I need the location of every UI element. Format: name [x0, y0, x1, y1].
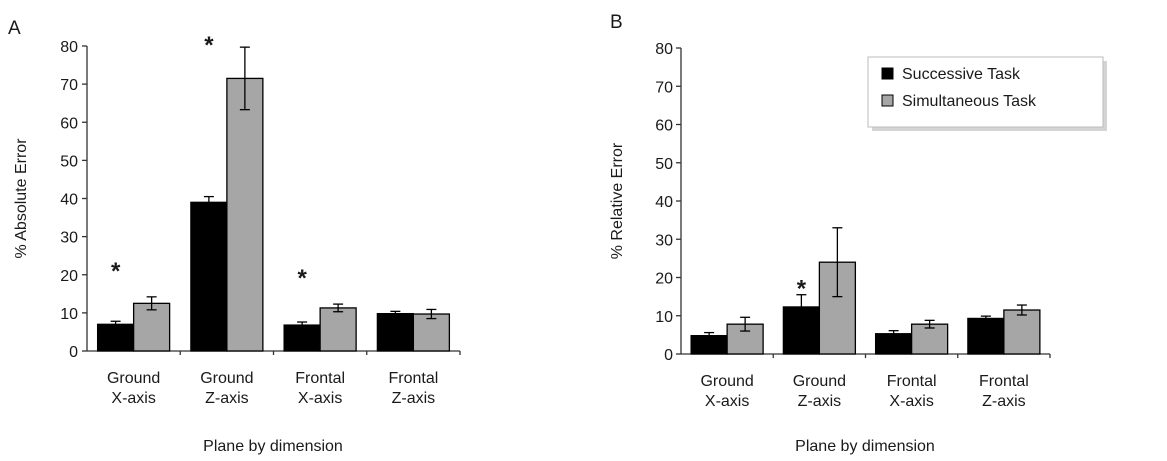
x-tick-label: Z-axis	[798, 393, 842, 410]
bar	[226, 77, 264, 352]
x-tick-label: Frontal	[295, 370, 345, 387]
significance-star: *	[297, 265, 307, 292]
y-tick-label: 20	[60, 268, 78, 285]
y-tick-label: 0	[664, 347, 673, 364]
panel-label: A	[8, 18, 21, 39]
y-tick-label: 60	[60, 115, 78, 132]
y-tick-label: 80	[60, 39, 78, 56]
x-tick-label: Frontal	[388, 370, 438, 387]
chart-panel-b: B 0 10 20 30 40 50 60 70 80 % Relative Error Ground…	[609, 12, 1107, 455]
bar	[319, 307, 357, 352]
x-tick-label: Frontal	[887, 373, 937, 390]
x-tick-label: Frontal	[979, 373, 1029, 390]
x-tick-label: Ground	[700, 373, 753, 390]
y-axis-title: % Absolute Error	[13, 138, 30, 259]
y-tick-label: 10	[60, 306, 78, 323]
legend-label: Simultaneous Task	[902, 93, 1037, 110]
x-tick-label: Z-axis	[392, 390, 436, 407]
chart-panel-a: A 0 10 20 30 40 50 60 70 80 % Absolute Error Ground…	[8, 18, 461, 455]
y-tick-label: 10	[655, 309, 673, 326]
legend-label: Successive Task	[902, 66, 1021, 83]
y-tick-label: 20	[655, 271, 673, 288]
x-tick-label: Z-axis	[982, 393, 1026, 410]
significance-star: *	[111, 258, 121, 285]
bar	[967, 317, 1005, 355]
x-tick-label: X-axis	[889, 393, 933, 410]
bar	[96, 323, 135, 352]
x-tick-label: X-axis	[111, 390, 155, 407]
legend-swatch	[881, 94, 894, 107]
bar	[1003, 309, 1041, 355]
y-tick-label: 80	[655, 41, 673, 58]
legend-box	[867, 56, 1104, 128]
bar	[910, 323, 949, 355]
y-tick-label: 50	[60, 153, 78, 170]
y-tick-label: 70	[60, 77, 78, 94]
x-axis-title: Plane by dimension	[795, 438, 935, 455]
x-tick-label: X-axis	[705, 393, 749, 410]
x-tick-label: Ground	[107, 370, 160, 387]
bar	[412, 313, 451, 352]
y-tick-label: 40	[655, 194, 673, 211]
y-tick-label: 30	[655, 232, 673, 249]
x-axis-title: Plane by dimension	[203, 438, 343, 455]
bar	[376, 312, 415, 352]
y-tick-label: 70	[655, 79, 673, 96]
y-tick-label: 40	[60, 192, 78, 209]
y-tick-label: 60	[655, 118, 673, 135]
panel-label: B	[610, 12, 623, 33]
x-tick-label: Ground	[793, 373, 846, 390]
bar	[283, 324, 321, 352]
y-tick-label: 50	[655, 156, 673, 173]
y-axis-title: % Relative Error	[609, 142, 626, 259]
significance-star: *	[797, 276, 807, 303]
y-tick-label: 30	[60, 230, 78, 247]
x-tick-label: Z-axis	[205, 390, 249, 407]
bar	[190, 201, 228, 352]
x-tick-label: Ground	[200, 370, 253, 387]
y-tick-label: 0	[69, 344, 78, 361]
legend-swatch	[881, 67, 894, 80]
significance-star: *	[204, 32, 214, 59]
x-tick-label: X-axis	[298, 390, 342, 407]
bar	[132, 302, 171, 352]
